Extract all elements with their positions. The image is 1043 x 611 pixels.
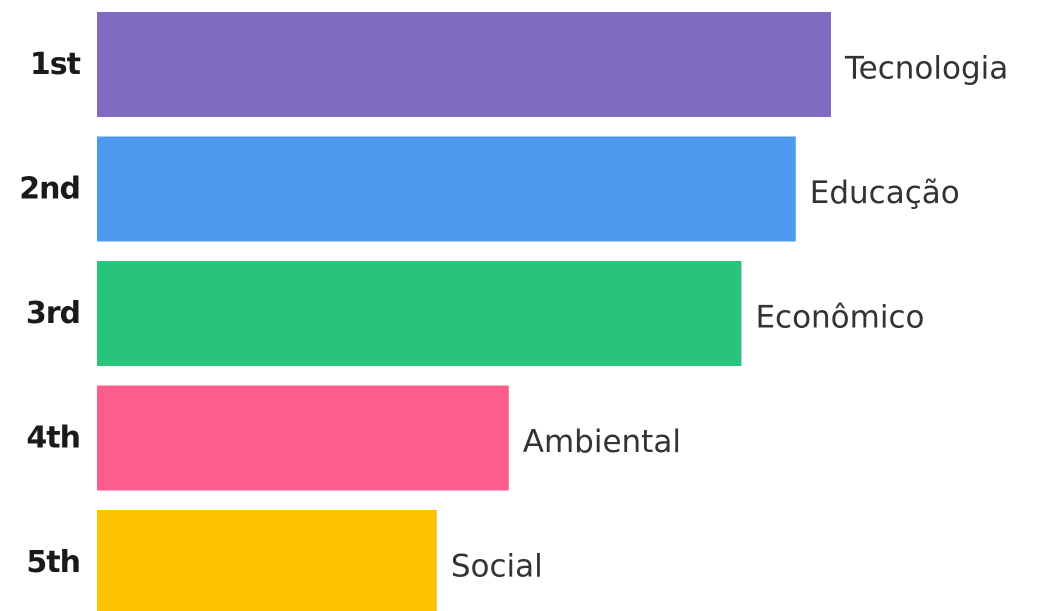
- rank-label-3: 3rd: [26, 296, 80, 331]
- bar-2: [97, 136, 796, 242]
- bar-1: [97, 12, 831, 117]
- bar-3: [97, 261, 742, 366]
- bar-5: [97, 510, 437, 611]
- rank-label-1: 1st: [30, 47, 81, 82]
- category-label-4: Ambiental: [523, 424, 681, 460]
- category-label-3: Econômico: [755, 300, 924, 336]
- category-label-5: Social: [451, 549, 543, 585]
- category-label-1: Tecnologia: [844, 51, 1008, 87]
- bar-4: [97, 385, 509, 491]
- rank-label-4: 4th: [26, 421, 80, 456]
- bars-layer: [97, 12, 831, 611]
- category-label-2: Educação: [810, 175, 960, 211]
- rank-label-5: 5th: [26, 545, 80, 580]
- rank-label-2: 2nd: [19, 172, 80, 207]
- labels-layer: 1st Tecnologia 2nd Educação 3rd Econômico 4th A…: [19, 47, 1008, 585]
